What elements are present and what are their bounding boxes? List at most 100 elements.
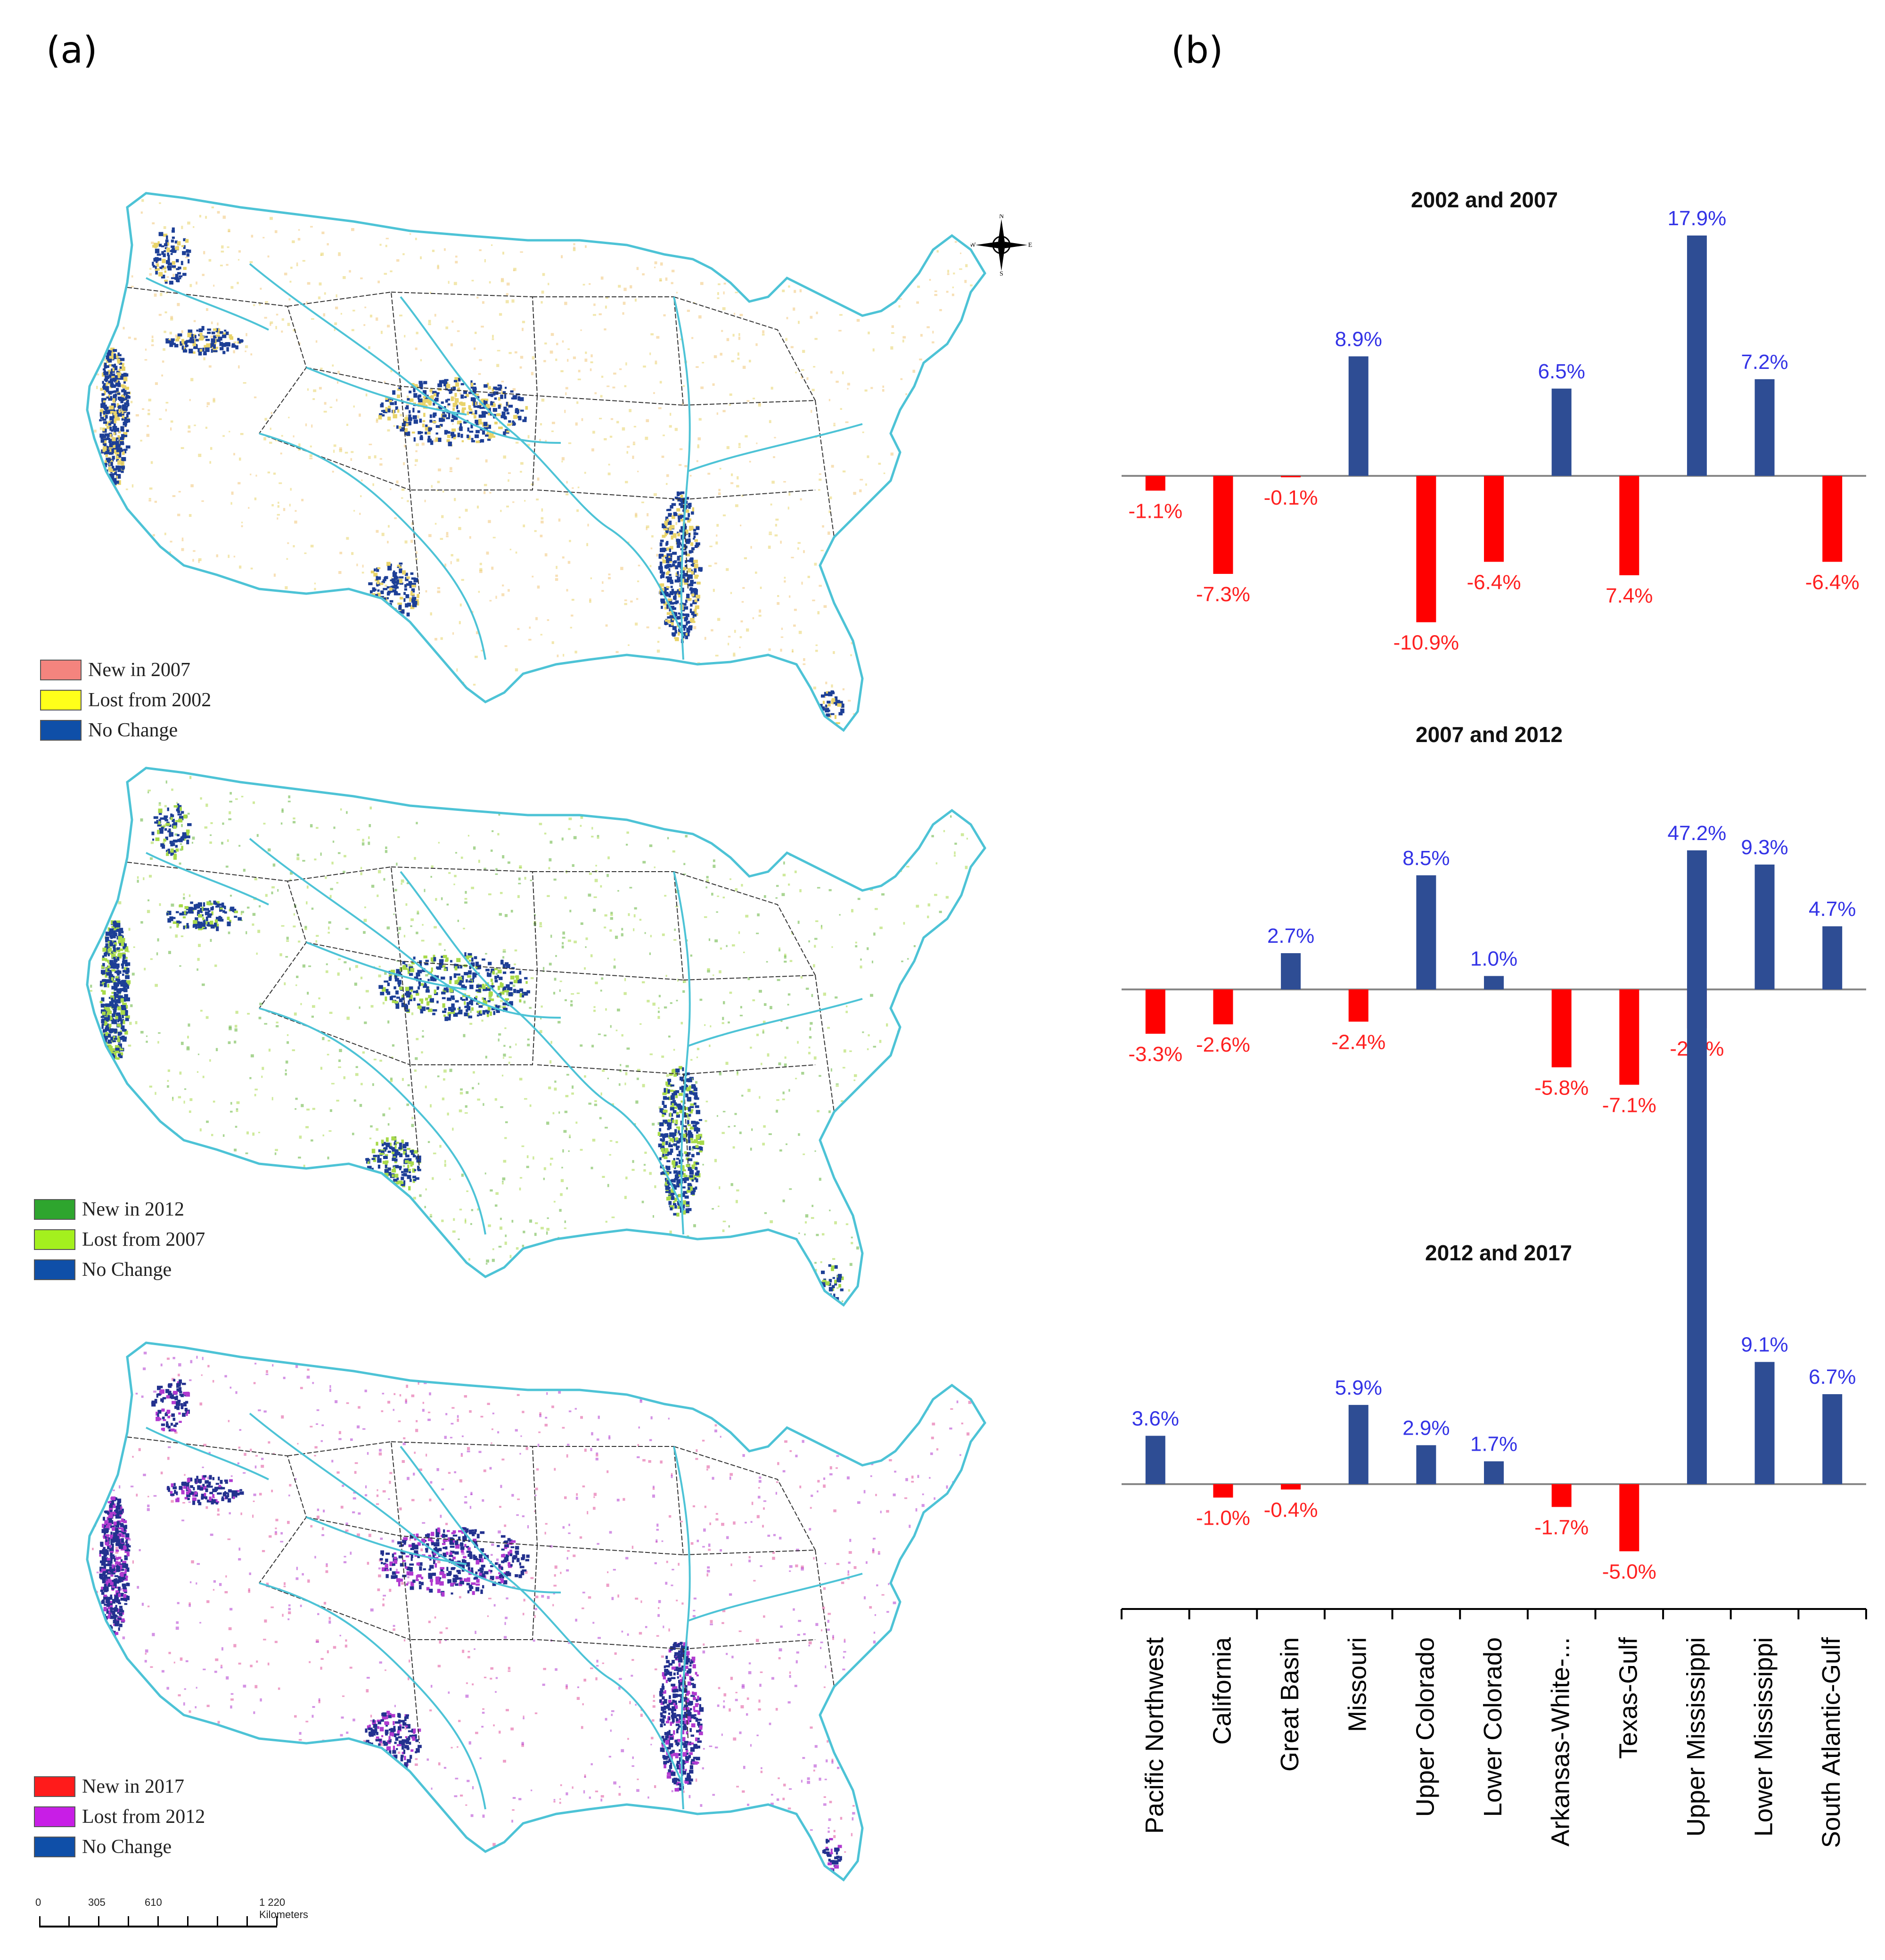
legend-label: No Change	[88, 719, 178, 741]
legend-item: New in 2007	[40, 655, 211, 685]
state-boundary	[673, 871, 816, 976]
data-label: 4.7%	[1809, 898, 1856, 921]
bar	[1754, 864, 1775, 989]
compass-s: S	[1000, 270, 1003, 276]
bar	[1484, 1461, 1504, 1484]
data-label: -7.1%	[1602, 1094, 1656, 1117]
panel-b-label: (b)	[1171, 29, 1223, 72]
state-boundary	[533, 871, 684, 981]
map-2012-2017	[61, 1338, 994, 1913]
bar	[1822, 1394, 1843, 1484]
bar	[1687, 235, 1707, 476]
data-label: 6.7%	[1809, 1365, 1856, 1388]
legend-label: No Change	[82, 1836, 172, 1858]
data-label: 9.1%	[1741, 1333, 1788, 1356]
river-basin-line	[400, 296, 684, 637]
bar	[1754, 1362, 1775, 1484]
scale-tick	[246, 1916, 248, 1926]
legend-swatch	[34, 1199, 75, 1220]
bar	[1348, 989, 1369, 1022]
river-basin-line	[249, 263, 561, 444]
bar	[1145, 989, 1165, 1034]
data-label: -10.9%	[1393, 631, 1459, 654]
legend-item: No Change	[40, 715, 211, 745]
data-label: 9.3%	[1741, 836, 1788, 859]
map-2002-2007	[61, 188, 994, 763]
bar	[1551, 388, 1572, 476]
data-label: -0.1%	[1264, 486, 1318, 509]
state-boundary	[673, 1446, 816, 1551]
data-label: 8.5%	[1402, 847, 1450, 870]
data-label: 2.9%	[1402, 1416, 1450, 1439]
state-boundary	[673, 296, 816, 401]
panel-title: 2007 and 2012	[1416, 722, 1563, 747]
bar	[1281, 1484, 1301, 1490]
state-boundary	[683, 1064, 816, 1075]
bar	[1213, 476, 1233, 574]
scale-label-305: 305	[88, 1896, 106, 1908]
bar	[1484, 976, 1504, 989]
state-boundary	[127, 862, 307, 1009]
bar	[1348, 1405, 1369, 1484]
bar	[1281, 476, 1301, 477]
state-boundary	[287, 866, 402, 962]
scale-tick	[68, 1916, 70, 1926]
river-basin-line	[306, 367, 467, 416]
river-basin-line	[259, 433, 486, 660]
bar	[1281, 953, 1301, 989]
river-basin-line	[400, 871, 684, 1211]
compass-rose-icon: N S E W	[969, 213, 1032, 278]
bar	[1416, 875, 1436, 989]
scale-tick	[217, 1916, 218, 1926]
river-basin-line	[259, 1007, 486, 1235]
legend-swatch	[40, 660, 82, 680]
bar-chart: 2002 and 2007 -1.1% -7.3% -0.1% 8.9% -10.9% -6…	[1121, 188, 1867, 1848]
legend-item: New in 2017	[34, 1772, 205, 1802]
state-boundary	[683, 490, 816, 500]
data-label: 8.9%	[1335, 327, 1382, 351]
legend-2002-2007: New in 2007 Lost from 2002 No Change	[40, 655, 211, 745]
data-label: 7.2%	[1741, 351, 1788, 374]
state-boundary	[400, 961, 538, 1065]
legend-2012-2017: New in 2017 Lost from 2012 No Change	[34, 1772, 205, 1862]
state-boundary	[127, 287, 307, 434]
bar	[1213, 989, 1233, 1025]
data-label: -0.4%	[1264, 1498, 1318, 1521]
legend-label: New in 2012	[82, 1199, 184, 1220]
category-label: California	[1208, 1637, 1236, 1745]
legend-swatch	[34, 1259, 75, 1280]
bar	[1551, 1484, 1572, 1507]
category-label: Texas-Gulf	[1614, 1637, 1642, 1759]
river-basin-line	[146, 1427, 269, 1480]
bar	[1687, 850, 1707, 1484]
data-label: 2.7%	[1267, 924, 1314, 947]
map-outline	[86, 1341, 987, 1882]
legend-label: New in 2017	[82, 1776, 184, 1797]
map-land	[87, 193, 985, 730]
category-label: Lower Mississippi	[1750, 1637, 1778, 1837]
data-label: -6.4%	[1805, 571, 1860, 594]
river-basin-line	[249, 838, 561, 1019]
legend-label: No Change	[82, 1259, 172, 1281]
map-land	[87, 1343, 985, 1880]
bar	[1145, 1436, 1165, 1484]
data-label: -5.8%	[1534, 1076, 1589, 1099]
legend-item: Lost from 2002	[40, 685, 211, 715]
river-basin-line	[688, 998, 863, 1047]
bar	[1822, 476, 1843, 562]
river-basin-line	[673, 296, 691, 660]
bar	[1754, 379, 1775, 476]
compass-n: N	[999, 214, 1004, 220]
river-basin-line	[306, 1516, 467, 1565]
data-label: -1.7%	[1534, 1516, 1589, 1539]
bar	[1484, 476, 1504, 562]
state-boundary	[400, 1535, 538, 1640]
river-basin-line	[146, 852, 269, 906]
state-boundary	[683, 1639, 816, 1650]
map-2007-2012	[61, 763, 994, 1338]
legend-2007-2012: New in 2012 Lost from 2007 No Change	[34, 1194, 205, 1285]
legend-swatch	[34, 1229, 75, 1250]
legend-item: Lost from 2012	[34, 1802, 205, 1832]
state-boundary	[287, 1441, 402, 1537]
river-basin-line	[688, 1573, 863, 1622]
